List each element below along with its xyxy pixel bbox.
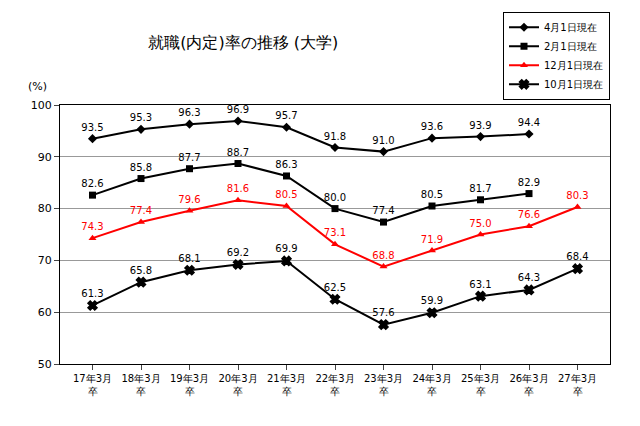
svg-text:22年3月卒: 22年3月卒: [315, 373, 354, 397]
svg-text:25年3月卒: 25年3月卒: [461, 373, 500, 397]
svg-text:86.3: 86.3: [275, 159, 297, 170]
svg-text:20年3月卒: 20年3月卒: [218, 373, 257, 397]
svg-text:90: 90: [38, 151, 52, 164]
svg-text:57.6: 57.6: [372, 307, 394, 318]
svg-text:93.6: 93.6: [421, 121, 443, 132]
svg-text:61.3: 61.3: [81, 288, 103, 299]
svg-text:91.8: 91.8: [324, 131, 346, 142]
svg-text:79.6: 79.6: [178, 194, 200, 205]
svg-text:69.2: 69.2: [227, 247, 249, 258]
svg-text:17年3月卒: 17年3月卒: [73, 373, 112, 397]
svg-text:95.7: 95.7: [275, 110, 297, 121]
svg-text:91.0: 91.0: [372, 135, 394, 146]
svg-text:64.3: 64.3: [518, 272, 540, 283]
svg-text:62.5: 62.5: [324, 282, 346, 293]
svg-text:93.9: 93.9: [469, 120, 491, 131]
svg-text:70: 70: [38, 254, 52, 267]
svg-text:63.1: 63.1: [469, 279, 491, 290]
svg-text:50: 50: [38, 358, 52, 371]
svg-text:69.9: 69.9: [275, 243, 297, 254]
svg-text:88.7: 88.7: [227, 147, 249, 158]
svg-text:80: 80: [38, 202, 52, 215]
svg-text:24年3月卒: 24年3月卒: [412, 373, 451, 397]
svg-text:74.3: 74.3: [81, 221, 103, 232]
svg-text:80.0: 80.0: [324, 192, 346, 203]
svg-text:77.4: 77.4: [130, 205, 152, 216]
svg-text:26年3月卒: 26年3月卒: [509, 373, 548, 397]
svg-text:76.6: 76.6: [518, 209, 540, 220]
svg-text:60: 60: [38, 306, 52, 319]
svg-text:80.5: 80.5: [421, 189, 443, 200]
svg-text:87.7: 87.7: [178, 152, 200, 163]
svg-text:82.6: 82.6: [81, 178, 103, 189]
svg-text:68.1: 68.1: [178, 253, 200, 264]
svg-text:75.0: 75.0: [469, 218, 491, 229]
svg-text:81.7: 81.7: [469, 183, 491, 194]
svg-text:就職(内定)率の推移 (大学): 就職(内定)率の推移 (大学): [148, 33, 338, 52]
svg-text:18年3月卒: 18年3月卒: [121, 373, 160, 397]
svg-text:95.3: 95.3: [130, 112, 152, 123]
svg-text:68.4: 68.4: [566, 251, 588, 262]
svg-text:19年3月卒: 19年3月卒: [170, 373, 209, 397]
svg-text:21年3月卒: 21年3月卒: [267, 373, 306, 397]
svg-text:100: 100: [31, 99, 52, 112]
svg-text:68.8: 68.8: [372, 250, 394, 261]
svg-text:73.1: 73.1: [324, 227, 346, 238]
svg-text:96.3: 96.3: [178, 107, 200, 118]
svg-text:77.4: 77.4: [372, 205, 394, 216]
svg-text:(%): (%): [28, 80, 47, 93]
svg-text:81.6: 81.6: [227, 183, 249, 194]
svg-text:71.9: 71.9: [421, 234, 443, 245]
svg-text:80.3: 80.3: [566, 190, 588, 201]
svg-text:2月1日現在: 2月1日現在: [544, 41, 597, 52]
svg-text:4月1日現在: 4月1日現在: [544, 22, 597, 33]
svg-text:10月1日現在: 10月1日現在: [544, 79, 603, 90]
svg-text:23年3月卒: 23年3月卒: [364, 373, 403, 397]
svg-text:12月1日現在: 12月1日現在: [544, 60, 603, 71]
svg-text:82.9: 82.9: [518, 177, 540, 188]
svg-text:96.9: 96.9: [227, 104, 249, 115]
svg-text:65.8: 65.8: [130, 265, 152, 276]
svg-text:94.4: 94.4: [518, 117, 540, 128]
svg-text:27年3月卒: 27年3月卒: [558, 373, 597, 397]
svg-text:85.8: 85.8: [130, 162, 152, 173]
svg-text:59.9: 59.9: [421, 295, 443, 306]
svg-text:80.5: 80.5: [275, 189, 297, 200]
svg-text:93.5: 93.5: [81, 122, 103, 133]
